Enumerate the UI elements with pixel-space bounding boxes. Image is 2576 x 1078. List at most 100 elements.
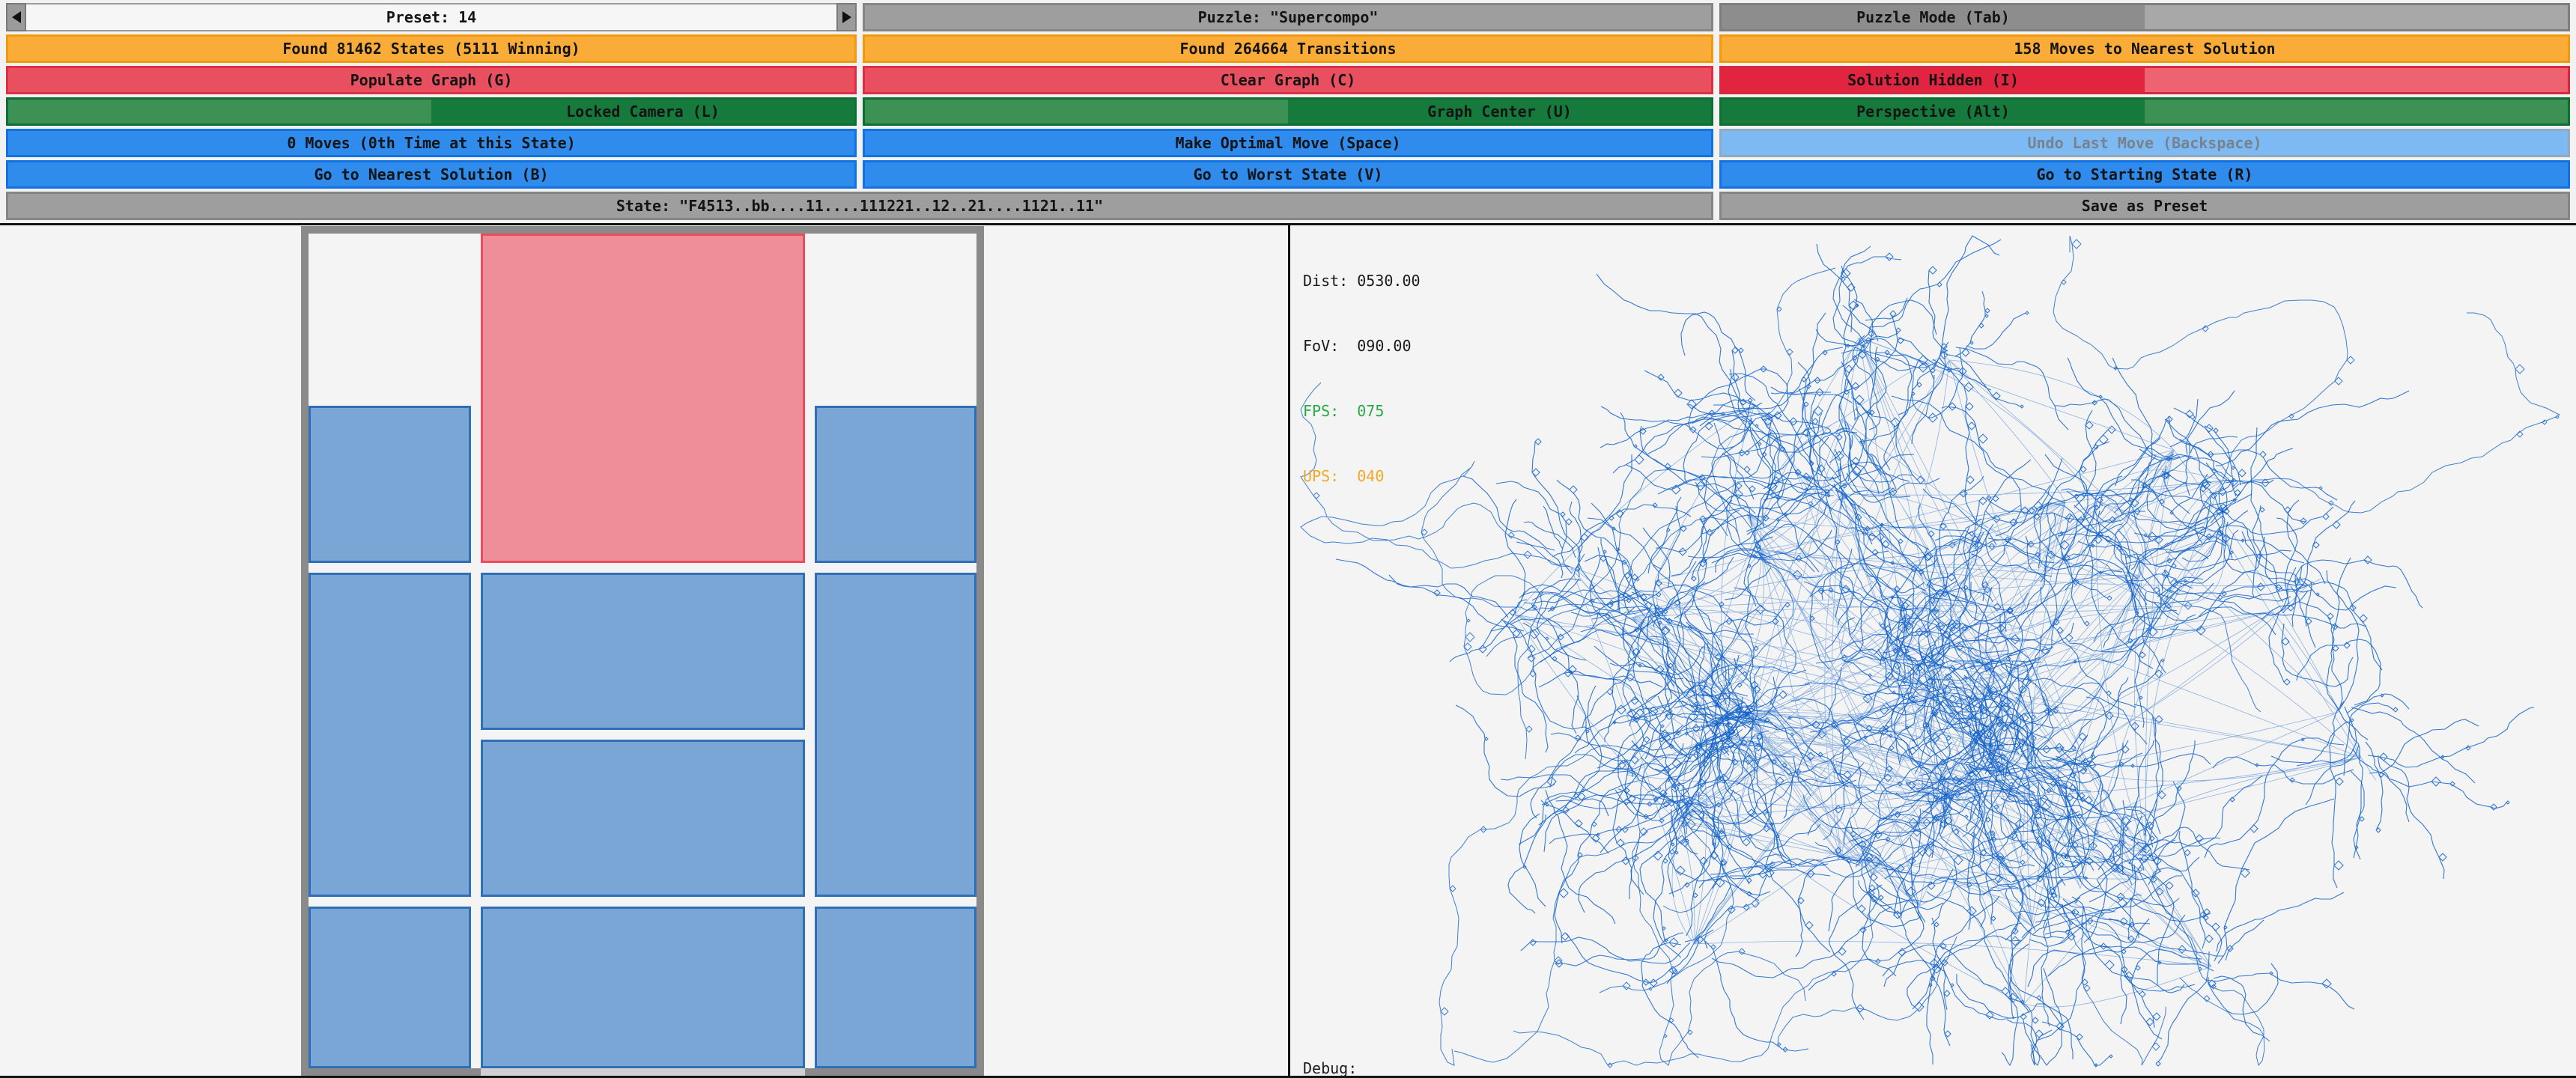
state-string-display[interactable]: State: "F4513..bb....11....111221..12..2…: [6, 192, 1713, 220]
graph-strand: [1596, 273, 1853, 573]
found-states-status[interactable]: Found 81462 States (5111 Winning): [6, 34, 857, 63]
graph-strand: [1713, 239, 2002, 476]
graph-center-active-half[interactable]: Graph Center (U): [1288, 100, 1711, 124]
moves-to-solution-status[interactable]: 158 Moves to Nearest Solution: [1719, 34, 2570, 63]
bottom-edge: [0, 1076, 2576, 1078]
puzzle-name-button[interactable]: Puzzle: "Supercompo": [863, 3, 1713, 31]
graph-strand: [2014, 704, 2263, 962]
camera-hud: Dist: 0530.00 FoV: 090.00 FPS: 075 UPS: …: [1303, 227, 1421, 531]
go-nearest-solution-button[interactable]: Go to Nearest Solution (B): [6, 160, 857, 189]
graph-strand: [1455, 685, 1692, 925]
graph-strand: [1934, 441, 2196, 708]
puzzle-name-label: Puzzle: "Supercompo": [1197, 8, 1379, 26]
graph-strand: [1828, 776, 2026, 1047]
locked-camera-toggle[interactable]: Locked Camera (L): [6, 97, 857, 126]
puzzle-block[interactable]: [814, 572, 976, 897]
go-starting-state-button[interactable]: Go to Starting State (R): [1719, 160, 2570, 189]
perspective-toggle[interactable]: Perspective (Alt): [1719, 97, 2570, 126]
puzzle-block[interactable]: [309, 906, 471, 1068]
puzzle-block-target[interactable]: [480, 234, 805, 563]
graph-strand: [1647, 265, 1930, 550]
save-as-preset-button[interactable]: Save as Preset: [1719, 192, 2570, 220]
make-optimal-move-button[interactable]: Make Optimal Move (Space): [863, 129, 1713, 157]
graph-strand: [1578, 705, 1803, 957]
graph-strand: [1570, 546, 1828, 858]
solution-hidden-toggle[interactable]: Solution Hidden (I): [1719, 66, 2570, 94]
solution-hidden-active-half[interactable]: Solution Hidden (I): [1722, 68, 2145, 92]
graph-strand: [1482, 479, 1754, 679]
graph-strand: [1539, 555, 1766, 769]
graph-strand: [1837, 713, 2030, 941]
graph-strand: [1556, 479, 1731, 728]
right-arrow-icon: [842, 11, 851, 23]
graph-strand: [2141, 482, 2367, 687]
clear-graph-button[interactable]: Clear Graph (C): [863, 66, 1713, 94]
go-worst-state-button[interactable]: Go to Worst State (V): [863, 160, 1713, 189]
graph-strand: [1686, 698, 2019, 953]
puzzle-mode-active-half[interactable]: Puzzle Mode (Tab): [1722, 5, 2145, 29]
puzzle-block[interactable]: [480, 739, 805, 897]
graph-strand: [2038, 470, 2276, 728]
graph-strand: [2204, 601, 2535, 880]
hud-fov: FoV: 090.00: [1303, 337, 1412, 355]
graph-strand: [1462, 438, 1692, 661]
puzzle-board-inner: [309, 234, 976, 1068]
puzzle-mode-toggle[interactable]: Puzzle Mode (Tab): [1719, 3, 2570, 31]
graph-strand: [1889, 841, 2186, 1065]
puzzle-board[interactable]: [301, 226, 984, 1076]
puzzle-block[interactable]: [814, 405, 976, 563]
populate-graph-button[interactable]: Populate Graph (G): [6, 66, 857, 94]
locked-camera-inactive-half[interactable]: [8, 100, 431, 124]
go-starting-state-label: Go to Starting State (R): [2036, 165, 2253, 183]
puzzle-block[interactable]: [480, 572, 805, 730]
found-states-label: Found 81462 States (5111 Winning): [282, 40, 580, 58]
solution-hidden-label: Solution Hidden (I): [1847, 71, 2019, 89]
populate-graph-label: Populate Graph (G): [350, 71, 513, 89]
undo-last-move-button[interactable]: Undo Last Move (Backspace): [1719, 129, 2570, 157]
clear-graph-label: Clear Graph (C): [1220, 71, 1356, 89]
state-graph-viewport[interactable]: [1290, 225, 2576, 1076]
preset-prev-button[interactable]: [6, 3, 26, 31]
graph-strand: [1815, 235, 2069, 526]
puzzle-block[interactable]: [814, 906, 976, 1068]
graph-center-inactive-half[interactable]: [865, 100, 1288, 124]
perspective-active-half[interactable]: Perspective (Alt): [1722, 100, 2145, 124]
preset-track[interactable]: Preset: 14: [26, 3, 836, 31]
puzzle-mode-label: Puzzle Mode (Tab): [1856, 8, 2010, 26]
graph-strand: [1538, 660, 1810, 901]
graph-strand: [1891, 395, 2173, 642]
hud-dist: Dist: 0530.00: [1303, 272, 1421, 290]
graph-strand: [2047, 798, 2355, 1067]
left-arrow-icon: [11, 11, 21, 23]
perspective-inactive-half[interactable]: [2145, 100, 2568, 124]
make-optimal-move-label: Make Optimal Move (Space): [1175, 134, 1401, 152]
locked-camera-active-half[interactable]: Locked Camera (L): [431, 100, 854, 124]
graph-strand: [1931, 357, 2173, 669]
graph-strand: [2270, 557, 2476, 889]
solution-hidden-inactive-half[interactable]: [2145, 68, 2568, 92]
graph-strand: [1922, 406, 2145, 633]
preset-label: Preset: 14: [386, 8, 477, 26]
puzzle-block[interactable]: [480, 906, 805, 1068]
graph-strand: [1876, 661, 2146, 931]
graph-strand: [2163, 427, 2423, 686]
save-as-preset-label: Save as Preset: [2081, 197, 2208, 215]
graph-panel: Dist: 0530.00 FoV: 090.00 FPS: 075 UPS: …: [1290, 225, 2576, 1078]
puzzle-block[interactable]: [309, 405, 471, 563]
hud-fps: FPS: 075: [1303, 402, 1385, 420]
graph-strand: [1620, 388, 1882, 619]
go-worst-state-label: Go to Worst State (V): [1193, 165, 1383, 183]
found-transitions-status[interactable]: Found 264664 Transitions: [863, 34, 1713, 63]
graph-center-toggle[interactable]: Graph Center (U): [863, 97, 1713, 126]
move-count-status[interactable]: 0 Moves (0th Time at this State): [6, 129, 857, 157]
puzzle-block[interactable]: [309, 572, 471, 897]
preset-next-button[interactable]: [836, 3, 857, 31]
preset-slider[interactable]: Preset: 14: [6, 3, 857, 31]
locked-camera-label: Locked Camera (L): [566, 103, 720, 121]
debug-hud: Debug: Masses: 81462 Springs: 264664: [1303, 1018, 1439, 1078]
puzzle-panel: [0, 225, 1288, 1076]
graph-strand: [1802, 651, 2057, 919]
puzzle-mode-inactive-half[interactable]: [2145, 5, 2568, 29]
graph-strand: [1641, 584, 1862, 895]
